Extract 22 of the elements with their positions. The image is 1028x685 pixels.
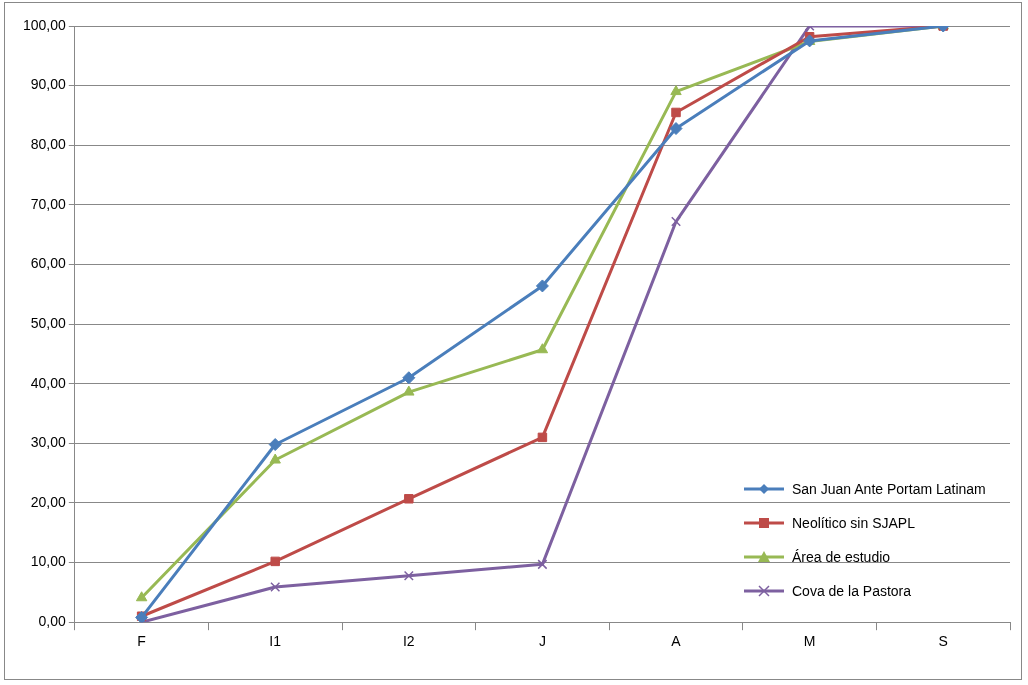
y-tick-label: 30,00: [30, 434, 67, 451]
y-tick-label: 0,00: [38, 613, 67, 630]
x-tick-label: F: [137, 633, 146, 650]
y-tick-label: 40,00: [30, 374, 67, 391]
legend-label: Cova de la Pastora: [792, 583, 912, 600]
x-tick-label: I2: [402, 633, 415, 650]
y-tick-label: 50,00: [30, 314, 67, 331]
x-tick-label: A: [671, 633, 682, 650]
y-tick-label: 70,00: [30, 195, 67, 212]
x-tick-label: I1: [269, 633, 282, 650]
x-tick-label: J: [538, 633, 546, 650]
x-tick-label: M: [803, 633, 816, 650]
y-tick-label: 60,00: [30, 255, 67, 272]
legend-label: Área de estudio: [792, 549, 891, 566]
y-tick-label: 100,00: [22, 16, 67, 33]
y-tick-label: 80,00: [30, 136, 67, 153]
y-tick-label: 20,00: [30, 493, 67, 510]
y-tick-label: 90,00: [30, 76, 67, 93]
legend-label: San Juan Ante Portam Latinam: [792, 481, 986, 498]
legend-label: Neolítico sin SJAPL: [792, 515, 915, 532]
x-tick-label: S: [938, 633, 948, 650]
y-tick-label: 10,00: [30, 553, 67, 570]
